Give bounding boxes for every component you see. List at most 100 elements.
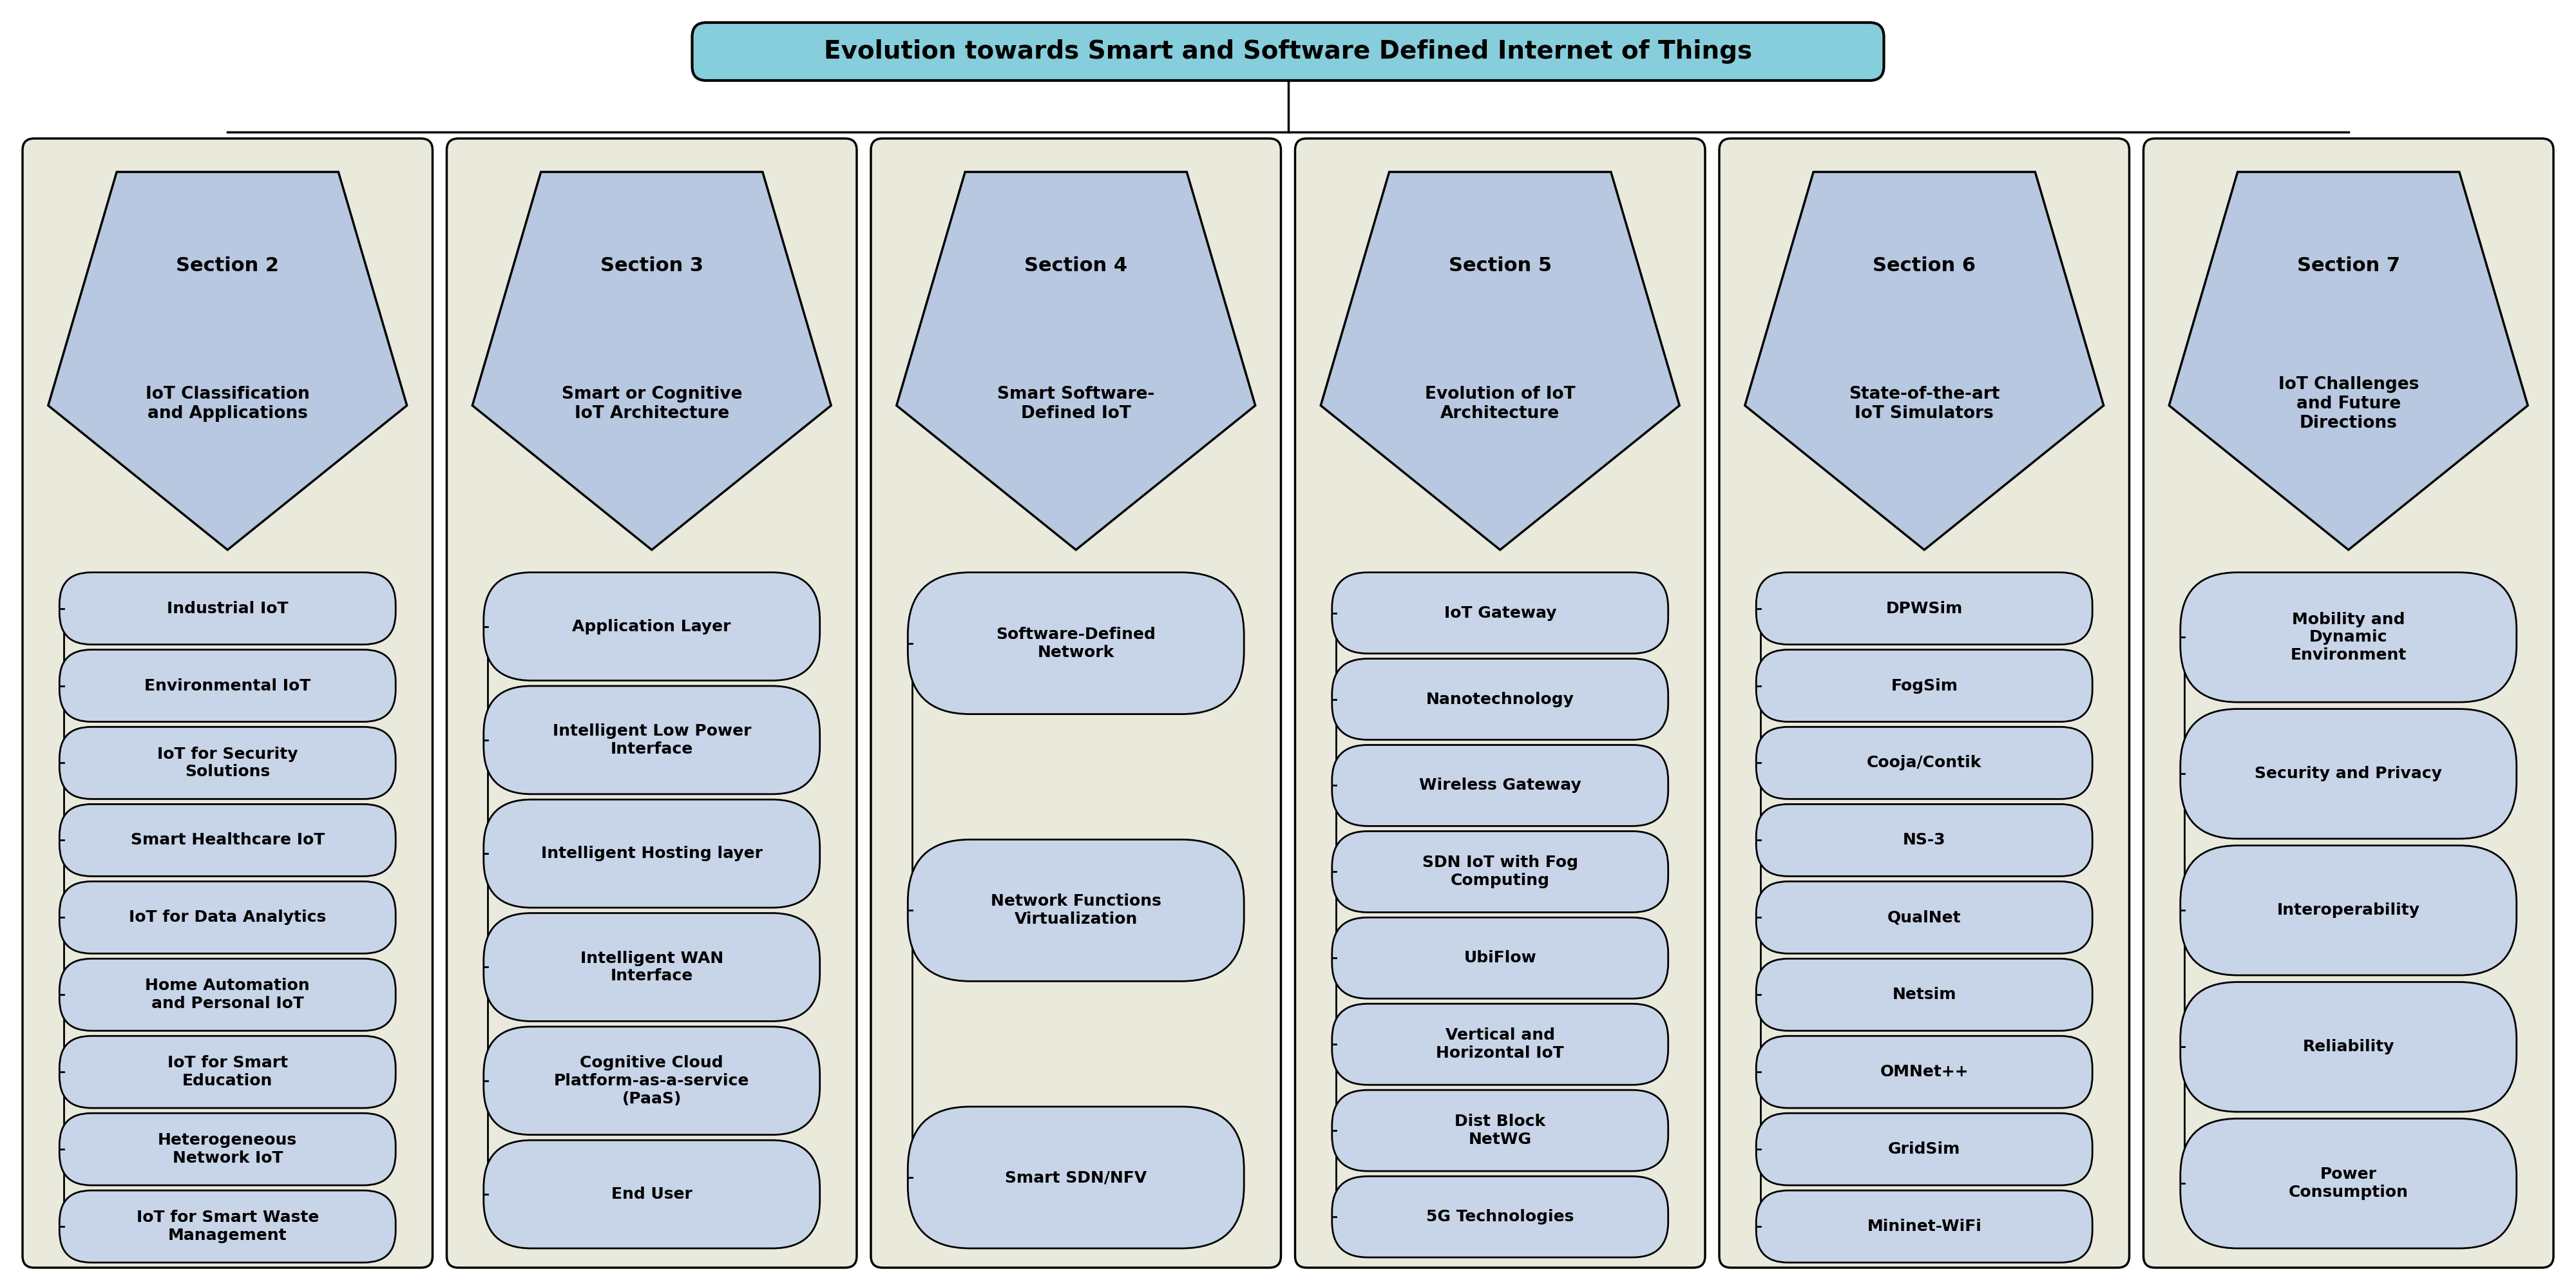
Polygon shape [1321, 172, 1680, 550]
Polygon shape [1744, 172, 2105, 550]
FancyBboxPatch shape [1296, 139, 1705, 1268]
Text: Vertical and
Horizontal IoT: Vertical and Horizontal IoT [1435, 1027, 1564, 1060]
Text: Environmental IoT: Environmental IoT [144, 678, 312, 694]
FancyBboxPatch shape [1757, 882, 2092, 954]
Text: Dist Block
NetWG: Dist Block NetWG [1455, 1113, 1546, 1147]
Text: Section 6: Section 6 [1873, 256, 1976, 275]
FancyBboxPatch shape [484, 1140, 819, 1248]
Text: GridSim: GridSim [1888, 1142, 1960, 1157]
FancyBboxPatch shape [1757, 959, 2092, 1031]
FancyBboxPatch shape [1718, 139, 2130, 1268]
Text: Reliability: Reliability [2303, 1039, 2393, 1054]
Text: Mininet-WiFi: Mininet-WiFi [1868, 1219, 1981, 1234]
Polygon shape [49, 172, 407, 550]
Text: IoT for Smart Waste
Management: IoT for Smart Waste Management [137, 1210, 319, 1243]
FancyBboxPatch shape [484, 912, 819, 1021]
FancyBboxPatch shape [1332, 831, 1669, 912]
FancyBboxPatch shape [1332, 573, 1669, 654]
FancyBboxPatch shape [1757, 1190, 2092, 1263]
Text: IoT for Security
Solutions: IoT for Security Solutions [157, 746, 299, 780]
Text: OMNet++: OMNet++ [1880, 1064, 1968, 1080]
FancyBboxPatch shape [1332, 918, 1669, 999]
FancyBboxPatch shape [59, 804, 397, 876]
FancyBboxPatch shape [2179, 573, 2517, 703]
FancyBboxPatch shape [693, 23, 1883, 81]
FancyBboxPatch shape [1757, 1113, 2092, 1185]
Text: Evolution of IoT
Architecture: Evolution of IoT Architecture [1425, 386, 1577, 422]
Text: UbiFlow: UbiFlow [1463, 950, 1535, 965]
Text: SDN IoT with Fog
Computing: SDN IoT with Fog Computing [1422, 855, 1579, 888]
FancyBboxPatch shape [1332, 1176, 1669, 1257]
FancyBboxPatch shape [1757, 650, 2092, 722]
FancyBboxPatch shape [59, 1190, 397, 1263]
Polygon shape [2169, 172, 2527, 550]
FancyBboxPatch shape [1332, 1004, 1669, 1085]
Text: Evolution towards Smart and Software Defined Internet of Things: Evolution towards Smart and Software Def… [824, 40, 1752, 64]
Polygon shape [471, 172, 832, 550]
Text: Network Functions
Virtualization: Network Functions Virtualization [992, 893, 1162, 927]
FancyBboxPatch shape [59, 959, 397, 1031]
FancyBboxPatch shape [871, 139, 1280, 1268]
FancyBboxPatch shape [907, 1107, 1244, 1248]
Text: Intelligent Low Power
Interface: Intelligent Low Power Interface [551, 723, 752, 757]
Text: 5G Technologies: 5G Technologies [1427, 1208, 1574, 1224]
FancyBboxPatch shape [1757, 727, 2092, 799]
Text: IoT Gateway: IoT Gateway [1445, 605, 1556, 620]
Text: Industrial IoT: Industrial IoT [167, 601, 289, 616]
Text: IoT Challenges
and Future
Directions: IoT Challenges and Future Directions [2277, 376, 2419, 431]
Text: Wireless Gateway: Wireless Gateway [1419, 777, 1582, 793]
FancyBboxPatch shape [59, 727, 397, 799]
Text: State-of-the-art
IoT Simulators: State-of-the-art IoT Simulators [1850, 386, 1999, 422]
Text: Home Automation
and Personal IoT: Home Automation and Personal IoT [144, 978, 309, 1012]
Text: Section 4: Section 4 [1025, 256, 1128, 275]
Text: Smart Healthcare IoT: Smart Healthcare IoT [131, 833, 325, 848]
FancyBboxPatch shape [59, 573, 397, 645]
Text: Power
Consumption: Power Consumption [2287, 1167, 2409, 1201]
Text: FogSim: FogSim [1891, 678, 1958, 694]
Polygon shape [896, 172, 1255, 550]
FancyBboxPatch shape [1757, 1036, 2092, 1108]
Text: Heterogeneous
Network IoT: Heterogeneous Network IoT [157, 1133, 296, 1166]
Text: IoT Classification
and Applications: IoT Classification and Applications [144, 386, 309, 422]
Text: Cooja/Contik: Cooja/Contik [1868, 755, 1981, 771]
Text: Smart SDN/NFV: Smart SDN/NFV [1005, 1170, 1146, 1185]
FancyBboxPatch shape [484, 573, 819, 681]
Text: Smart Software-
Defined IoT: Smart Software- Defined IoT [997, 386, 1154, 422]
FancyBboxPatch shape [1332, 745, 1669, 826]
FancyBboxPatch shape [907, 573, 1244, 714]
FancyBboxPatch shape [484, 799, 819, 907]
Text: QualNet: QualNet [1888, 910, 1960, 925]
Text: Cognitive Cloud
Platform-as-a-service
(PaaS): Cognitive Cloud Platform-as-a-service (P… [554, 1055, 750, 1107]
FancyBboxPatch shape [2179, 1118, 2517, 1248]
Text: Software-Defined
Network: Software-Defined Network [997, 627, 1157, 660]
Text: Application Layer: Application Layer [572, 619, 732, 634]
FancyBboxPatch shape [59, 882, 397, 954]
FancyBboxPatch shape [2179, 982, 2517, 1112]
Text: Section 7: Section 7 [2298, 256, 2401, 275]
Text: IoT for Data Analytics: IoT for Data Analytics [129, 910, 327, 925]
FancyBboxPatch shape [484, 1027, 819, 1135]
FancyBboxPatch shape [1332, 1090, 1669, 1171]
Text: Intelligent Hosting layer: Intelligent Hosting layer [541, 846, 762, 861]
FancyBboxPatch shape [1757, 804, 2092, 876]
FancyBboxPatch shape [59, 650, 397, 722]
FancyBboxPatch shape [1332, 659, 1669, 740]
Text: Section 3: Section 3 [600, 256, 703, 275]
FancyBboxPatch shape [484, 686, 819, 794]
FancyBboxPatch shape [907, 839, 1244, 981]
FancyBboxPatch shape [446, 139, 858, 1268]
Text: Interoperability: Interoperability [2277, 902, 2419, 918]
Text: Smart or Cognitive
IoT Architecture: Smart or Cognitive IoT Architecture [562, 386, 742, 422]
FancyBboxPatch shape [2179, 846, 2517, 976]
Text: End User: End User [611, 1187, 693, 1202]
Text: Nanotechnology: Nanotechnology [1427, 691, 1574, 707]
Text: IoT for Smart
Education: IoT for Smart Education [167, 1055, 289, 1089]
FancyBboxPatch shape [2143, 139, 2553, 1268]
Text: DPWSim: DPWSim [1886, 601, 1963, 616]
Text: Section 5: Section 5 [1448, 256, 1551, 275]
FancyBboxPatch shape [1757, 573, 2092, 645]
FancyBboxPatch shape [23, 139, 433, 1268]
FancyBboxPatch shape [59, 1113, 397, 1185]
Text: Intelligent WAN
Interface: Intelligent WAN Interface [580, 951, 724, 983]
FancyBboxPatch shape [59, 1036, 397, 1108]
